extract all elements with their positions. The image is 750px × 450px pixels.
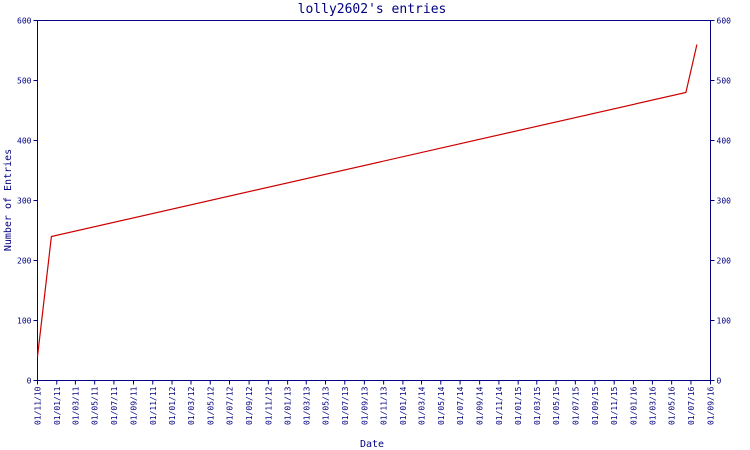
x-tick-label-15: 01/05/13 [322, 386, 331, 425]
x-tick-label-4: 01/07/11 [110, 386, 119, 425]
x-tick-label-10: 01/07/12 [226, 386, 235, 425]
x-tick-label-14: 01/03/13 [302, 386, 311, 425]
y-tick-label-left-4: 400 [17, 137, 32, 146]
x-tick-label-27: 01/05/15 [552, 386, 561, 425]
x-tick-label-22: 01/07/14 [456, 386, 465, 425]
y-tick-label-left-5: 500 [17, 77, 32, 86]
x-tick-label-3: 01/05/11 [91, 386, 100, 425]
x-tick-label-24: 01/11/14 [495, 386, 504, 425]
y-tick-label-right-2: 200 [717, 257, 732, 266]
y-tick-label-left-1: 100 [17, 317, 32, 326]
x-tick-label-33: 01/05/16 [668, 386, 677, 425]
y-tick-label-right-6: 600 [717, 17, 732, 26]
x-tick-label-34: 01/07/16 [687, 386, 696, 425]
y-tick-label-right-5: 500 [717, 77, 732, 86]
x-tick-label-0: 01/11/10 [34, 386, 43, 425]
x-tick-label-30: 01/11/15 [610, 386, 619, 425]
plot-frame [37, 20, 711, 381]
x-tick-label-32: 01/03/16 [648, 386, 657, 425]
x-tick-label-13: 01/01/13 [284, 386, 293, 425]
y-tick-label-left-3: 300 [17, 197, 32, 206]
x-tick-label-25: 01/01/15 [514, 386, 523, 425]
x-tick-label-31: 01/01/16 [629, 386, 638, 425]
x-tick-label-8: 01/03/12 [187, 386, 196, 425]
y-axis-right: 0 100 200 300 400 500 600 [710, 17, 732, 386]
x-tick-label-1: 01/01/11 [53, 386, 62, 425]
y-tick-label-left-6: 600 [17, 17, 32, 26]
y-axis-title: Number of Entries [3, 149, 14, 251]
series-line-entries [36, 44, 698, 357]
y-tick-label-left-0: 0 [27, 377, 32, 386]
x-tick-label-5: 01/09/11 [130, 386, 139, 425]
x-tick-label-9: 01/05/12 [206, 386, 215, 425]
y-tick-label-left-2: 200 [17, 257, 32, 266]
x-tick-label-17: 01/09/13 [360, 386, 369, 425]
x-tick-label-2: 01/03/11 [71, 386, 80, 425]
x-tick-label-23: 01/09/14 [476, 386, 485, 425]
x-tick-label-6: 01/11/11 [149, 386, 158, 425]
y-tick-label-right-3: 300 [717, 197, 732, 206]
x-tick-label-28: 01/07/15 [571, 386, 580, 425]
x-tick-label-19: 01/01/14 [399, 386, 408, 425]
x-tick-label-29: 01/09/15 [591, 386, 600, 425]
y-axis-left: 0 100 200 300 400 500 600 [17, 17, 38, 386]
y-tick-label-right-0: 0 [717, 377, 722, 386]
x-axis-title: Date [360, 439, 384, 450]
x-tick-label-20: 01/03/14 [418, 386, 427, 425]
x-tick-label-18: 01/11/13 [380, 386, 389, 425]
x-tick-label-21: 01/05/14 [437, 386, 446, 425]
x-tick-label-35: 01/09/16 [707, 386, 716, 425]
y-tick-label-right-1: 100 [717, 317, 732, 326]
x-tick-label-11: 01/09/12 [245, 386, 254, 425]
chart-title: lolly2602's entries [298, 2, 447, 17]
x-tick-label-26: 01/03/15 [533, 386, 542, 425]
x-tick-label-7: 01/01/12 [168, 386, 177, 425]
x-tick-label-12: 01/11/12 [264, 386, 273, 425]
x-axis: 01/11/10 01/01/11 01/03/11 01/05/11 01/07/11… [34, 380, 716, 425]
x-tick-label-16: 01/07/13 [341, 386, 350, 425]
y-tick-label-right-4: 400 [717, 137, 732, 146]
